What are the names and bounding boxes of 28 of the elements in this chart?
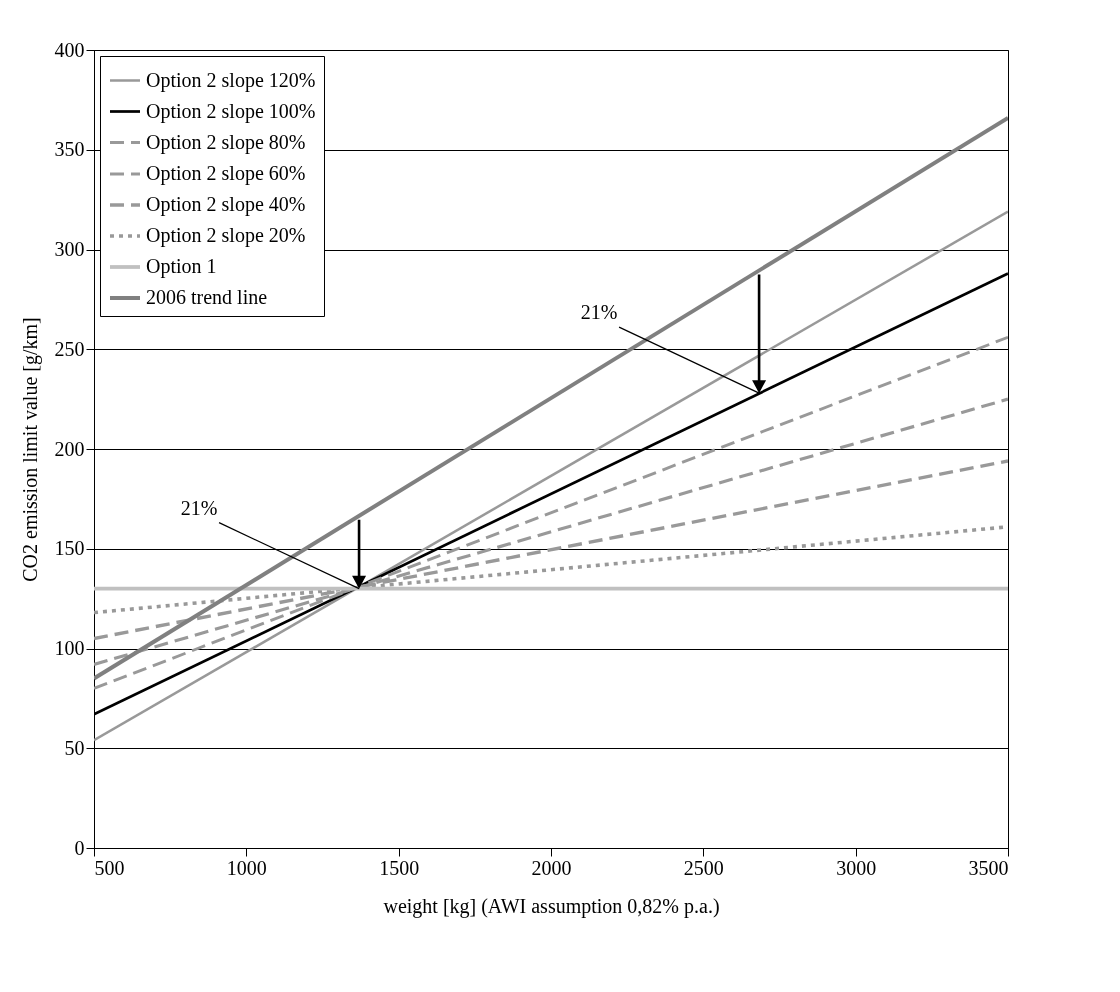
y-tick-label: 200 bbox=[54, 437, 85, 460]
annotation: 21% bbox=[180, 496, 218, 519]
legend-label: Option 1 bbox=[146, 255, 217, 278]
x-tick-label: 3500 bbox=[968, 856, 1009, 879]
y-tick-label: 50 bbox=[64, 736, 85, 759]
x-tick-label: 1000 bbox=[226, 856, 267, 879]
y-tick-label: 350 bbox=[54, 138, 85, 161]
legend-label: Option 2 slope 40% bbox=[146, 193, 306, 216]
annotation: 21% bbox=[580, 301, 618, 324]
y-tick-label: 400 bbox=[54, 38, 85, 61]
x-tick-label: 500 bbox=[94, 856, 125, 879]
y-tick-label: 150 bbox=[54, 537, 85, 560]
x-tick-label: 2500 bbox=[683, 856, 724, 879]
legend-label: Option 2 slope 20% bbox=[146, 224, 306, 247]
x-tick-label: 1500 bbox=[379, 856, 420, 879]
y-tick-label: 250 bbox=[54, 337, 85, 360]
legend-label: Option 2 slope 100% bbox=[146, 99, 316, 123]
legend-label: Option 2 slope 120% bbox=[146, 68, 316, 92]
legend-label: 2006 trend line bbox=[146, 286, 268, 308]
x-axis-title: weight [kg] (AWI assumption 0,82% p.a.) bbox=[383, 894, 720, 918]
y-tick-label: 300 bbox=[54, 238, 85, 260]
y-tick-label: 0 bbox=[74, 836, 85, 859]
y-axis-title: CO2 emission limit value [g/km] bbox=[18, 317, 42, 582]
x-tick-label: 2000 bbox=[531, 856, 572, 879]
x-tick-label: 3000 bbox=[836, 856, 877, 879]
legend-label: Option 2 slope 60% bbox=[146, 162, 306, 185]
y-tick-label: 100 bbox=[54, 637, 85, 659]
legend-label: Option 2 slope 80% bbox=[146, 130, 306, 154]
